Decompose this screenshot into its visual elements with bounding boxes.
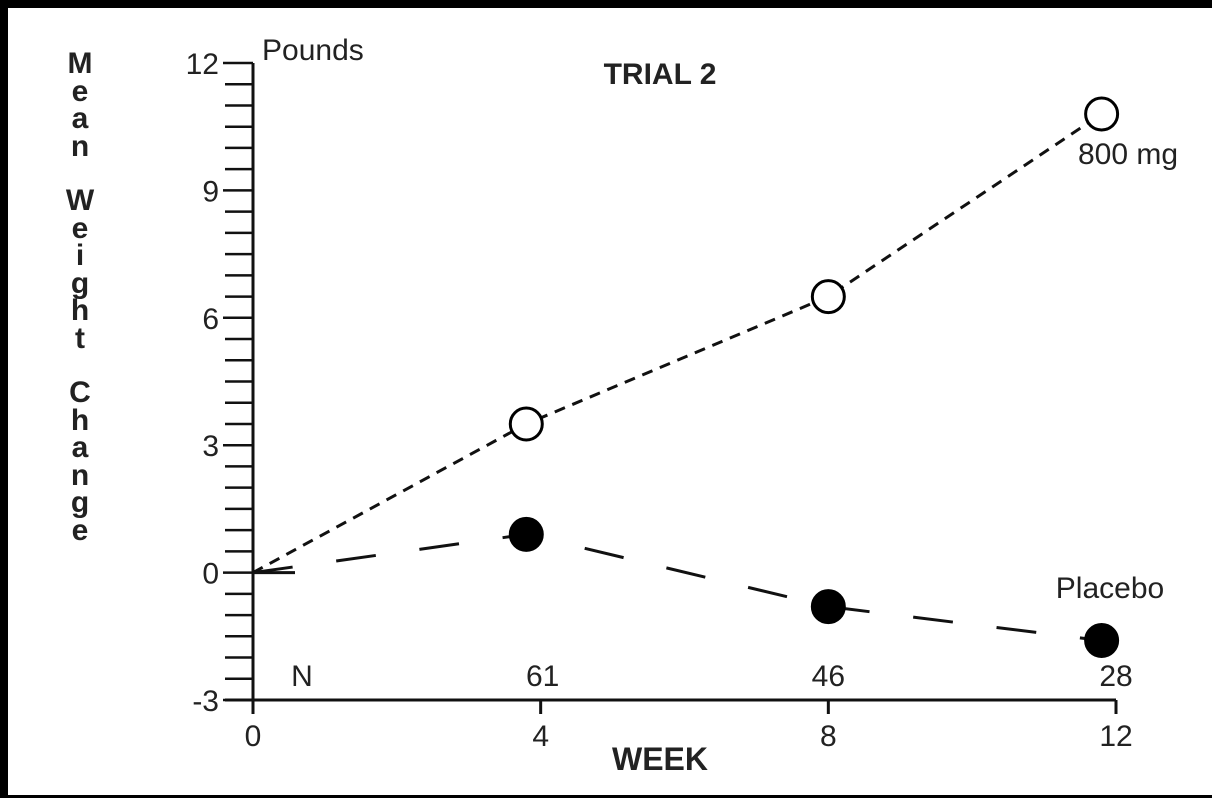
series-label-800mg: 800 mg	[1078, 138, 1178, 171]
y-axis-label-letter: g	[70, 266, 90, 300]
data-point-1	[1084, 623, 1120, 659]
y-tick-label: -3	[192, 685, 219, 718]
x-tick-label: 0	[245, 720, 262, 753]
data-point-1	[810, 589, 846, 625]
y-axis-label-letter: n	[70, 458, 90, 492]
series-markers	[508, 96, 1120, 659]
x-tick-label: 12	[1099, 720, 1132, 753]
y-axis-label-letter: W	[65, 184, 95, 217]
y-axis-label-letter: e	[71, 513, 89, 547]
n-value: 46	[812, 660, 845, 693]
series-label-placebo: Placebo	[1056, 572, 1164, 605]
y-tick-label: 12	[186, 48, 219, 81]
y-tick-label: 3	[202, 430, 219, 463]
data-point-0	[508, 406, 544, 442]
x-axis-label: WEEK	[612, 741, 708, 777]
series-line-0	[252, 112, 1103, 574]
y-axis-label-letter: M	[67, 47, 93, 80]
chart-labels: TRIAL 2 Pounds WEEK N 800 mg Placebo 61 4…	[262, 34, 1178, 777]
y-axis-label-letter: h	[70, 294, 90, 327]
n-value: 61	[526, 660, 559, 693]
y-tick-label: 0	[202, 558, 219, 591]
n-row-label: N	[291, 660, 313, 693]
x-tick-label: 4	[532, 720, 549, 753]
y-axis-label-letter: n	[70, 129, 90, 163]
data-point-0	[1084, 96, 1120, 132]
x-tick-label: 8	[820, 720, 837, 753]
y-unit-label: Pounds	[262, 34, 364, 67]
axes: -3 0 3 6 9 12 0 4 8 12	[186, 48, 1133, 753]
y-axis-label-letter: a	[71, 102, 89, 135]
data-point-0	[810, 279, 846, 315]
data-point-1	[508, 516, 544, 552]
series-lines	[252, 112, 1103, 643]
n-value: 28	[1099, 660, 1132, 693]
y-axis-label-letter: e	[71, 211, 89, 245]
y-axis-label-letter: h	[70, 403, 90, 437]
y-axis-label-letter: g	[70, 486, 90, 519]
y-tick-label: 6	[202, 303, 219, 336]
y-axis-label-letter: t	[75, 321, 85, 355]
y-axis-label-letter: e	[71, 74, 89, 108]
series-line-1	[252, 532, 1102, 643]
y-tick-label: 9	[202, 175, 219, 208]
y-axis-label-letter: a	[71, 431, 89, 464]
y-axis-label-letter: i	[75, 239, 85, 272]
y-axis-label-letter: C	[69, 376, 91, 409]
chart-title: TRIAL 2	[604, 58, 717, 91]
